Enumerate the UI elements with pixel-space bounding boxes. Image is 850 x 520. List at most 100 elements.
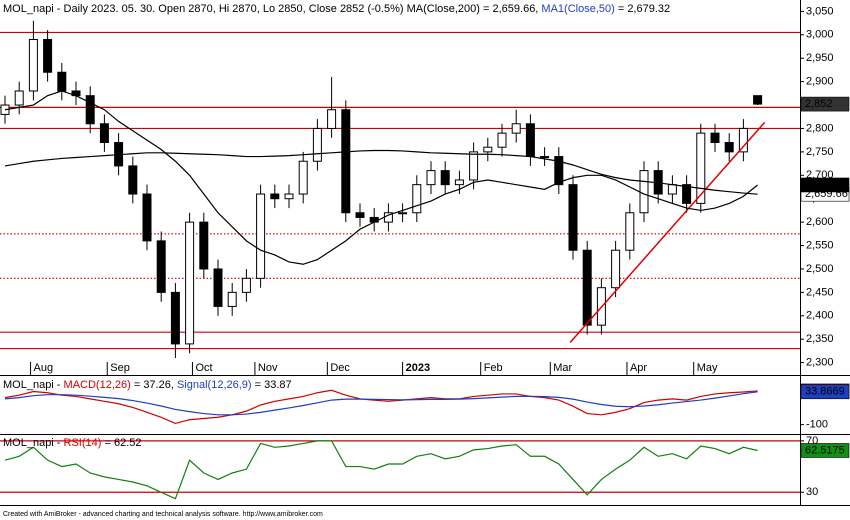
candle-body	[156, 240, 166, 293]
title-part: Signal(12,26,9)	[177, 379, 252, 391]
candle-body	[611, 249, 621, 289]
y-tick-label: 3,050	[806, 5, 834, 17]
candle-body	[483, 146, 493, 153]
panel-title: MOL_napi - RSI(14) = 62.52	[3, 437, 142, 449]
candle-body	[738, 127, 748, 153]
candle-body	[412, 184, 422, 214]
x-tick-label: Aug	[34, 362, 54, 374]
candle-body	[241, 277, 251, 293]
title-part: = 37.26,	[131, 379, 177, 391]
candle-body	[667, 184, 677, 195]
candle-body	[639, 170, 649, 214]
footer: Created with AmiBroker - advanced charti…	[3, 511, 323, 518]
candle-body	[696, 132, 706, 204]
x-tick-label: Feb	[484, 362, 503, 374]
title-part: MOL_napi -	[3, 437, 64, 449]
title-part: MACD(12,26)	[64, 379, 131, 391]
candle-body	[525, 123, 535, 158]
candle-body	[682, 184, 692, 204]
last-value-box	[800, 177, 850, 193]
x-tick-label: Oct	[195, 362, 212, 374]
candle-body	[426, 170, 436, 186]
candle-body	[454, 179, 464, 186]
candle-body	[440, 170, 450, 186]
title-part: RSI(14)	[64, 437, 102, 449]
series-line	[4, 149, 758, 195]
x-tick-label: 2023	[406, 362, 430, 374]
candle-body	[142, 193, 152, 242]
y-tick-label: 2,400	[806, 310, 834, 322]
candle-body	[341, 109, 351, 214]
candle-body	[582, 249, 592, 326]
candle-body	[270, 193, 280, 200]
candle-body	[554, 156, 564, 186]
last-value-box	[800, 443, 850, 458]
y-tick-label: 2,800	[806, 122, 834, 134]
candle-body	[199, 221, 209, 270]
candle-body	[497, 132, 507, 148]
title-part: = 2,659.66,	[480, 3, 541, 15]
series-line	[4, 90, 758, 265]
y-tick-label: 3,000	[806, 29, 834, 41]
title-part: MOL_napi - Daily 2023. 05. 30. Open 2870…	[3, 3, 407, 15]
trend-line	[569, 121, 766, 343]
candle-body	[85, 95, 95, 125]
title-part: MOL_napi -	[3, 379, 64, 391]
x-tick-label: Mar	[553, 362, 572, 374]
last-value-label: 2,679.32	[805, 179, 848, 191]
y-tick-label: 30	[806, 486, 818, 498]
candle-body	[327, 109, 337, 129]
candle-body	[284, 193, 294, 200]
candle-body	[28, 38, 38, 92]
candle-body	[753, 95, 763, 105]
y-tick-label: 2,350	[806, 333, 834, 345]
y-tick-label: 2,600	[806, 216, 834, 228]
x-tick-label: Apr	[630, 362, 647, 374]
x-tick-label: May	[697, 362, 718, 374]
candle-body	[170, 291, 180, 345]
title-part: = 33.87	[252, 379, 292, 391]
candle-body	[298, 160, 308, 195]
series-line	[4, 391, 758, 416]
candle-body	[568, 184, 578, 251]
candle-body	[256, 193, 266, 279]
x-tick-label: Sep	[110, 362, 130, 374]
y-tick-label: 2,550	[806, 239, 834, 251]
series-line	[4, 389, 758, 425]
title-part: = 62.52	[101, 437, 141, 449]
last-value-box	[800, 384, 850, 400]
title-part: MA(Close,200)	[407, 3, 480, 15]
candle-body	[213, 268, 223, 307]
y-tick-label: 2,900	[806, 76, 834, 88]
candle-body	[511, 123, 521, 134]
candle-body	[128, 165, 138, 195]
candle-body	[43, 38, 53, 73]
last-value-label: 33.8669	[805, 386, 845, 398]
y-tick-label: 2,950	[806, 52, 834, 64]
y-tick-label: 2,450	[806, 286, 834, 298]
last-value-box	[800, 96, 850, 112]
candle-body	[227, 291, 237, 307]
candle-body	[398, 212, 408, 215]
candle-body	[99, 123, 109, 144]
title-part: = 2,679.32	[615, 3, 670, 15]
candle-body	[355, 212, 365, 218]
y-tick-label: 2,300	[806, 357, 834, 369]
last-value-label: 2,852	[805, 98, 833, 110]
last-value-label: 62.5175	[805, 444, 845, 456]
candle-body	[469, 151, 479, 181]
panel-title: MOL_napi - MACD(12,26) = 37.26, Signal(1…	[3, 379, 292, 391]
series-line	[4, 440, 758, 500]
panel-title: MOL_napi - Daily 2023. 05. 30. Open 2870…	[3, 3, 670, 15]
candle-body	[724, 142, 734, 153]
candle-body	[185, 221, 195, 345]
y-tick-label: -100	[806, 419, 828, 431]
x-tick-label: Nov	[258, 362, 278, 374]
y-tick-label: 2,500	[806, 263, 834, 275]
title-part: MA1(Close,50)	[541, 3, 614, 15]
candle-body	[540, 156, 550, 159]
y-tick-label: 2,750	[806, 146, 834, 158]
x-tick-label: Dec	[330, 362, 350, 374]
